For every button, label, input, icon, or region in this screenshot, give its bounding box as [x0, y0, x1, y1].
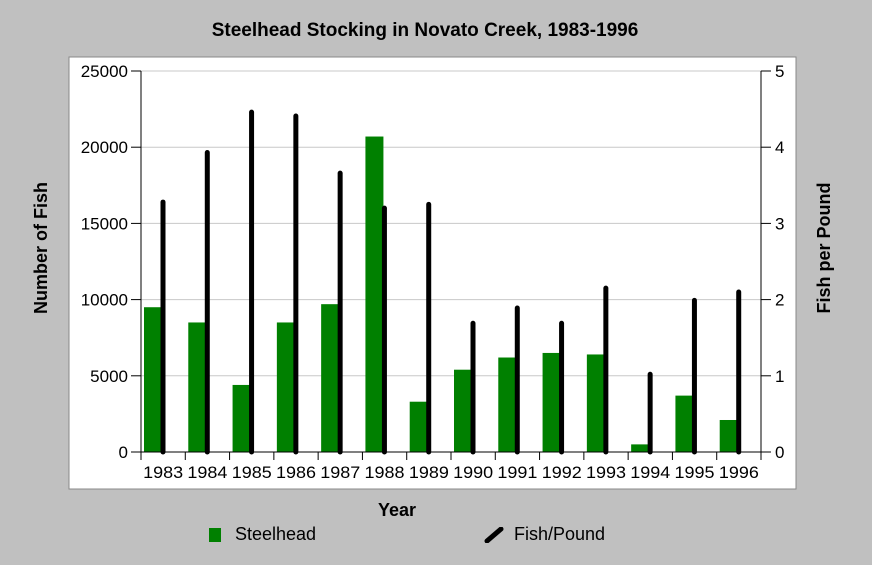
y-right-tick-label: 5: [775, 62, 784, 81]
y-left-tick-label: 10000: [81, 291, 128, 310]
bar-steelhead-1995: [675, 395, 694, 452]
y-right-tick-label: 4: [775, 138, 784, 157]
bar-steelhead-1984: [188, 322, 207, 452]
bar-steelhead-1992: [542, 352, 561, 452]
x-axis-label: Year: [378, 500, 416, 520]
chart-title: Steelhead Stocking in Novato Creek, 1983…: [211, 20, 639, 41]
y-right-tick-label: 0: [775, 443, 784, 462]
bar-steelhead-1994: [631, 444, 650, 452]
y-right-tick-label: 2: [775, 291, 784, 310]
x-tick-label: 1995: [675, 463, 715, 482]
x-tick-label: 1984: [187, 463, 227, 482]
y-left-tick-label: 25000: [81, 62, 128, 81]
bar-steelhead-1988: [365, 136, 384, 453]
y-left-tick-label: 20000: [81, 138, 128, 157]
bar-steelhead-1996: [719, 419, 738, 452]
x-tick-label: 1988: [365, 463, 405, 482]
steelhead-swatch: [209, 527, 221, 542]
x-tick-label: 1987: [320, 463, 360, 482]
bar-steelhead-1991: [498, 357, 517, 452]
bar-steelhead-1989: [409, 401, 428, 452]
legend-fishpound: Fish/Pound: [484, 524, 605, 545]
x-tick-label: 1985: [232, 463, 272, 482]
legend-steelhead: Steelhead: [209, 524, 316, 545]
y-left-tick-label: 0: [119, 443, 128, 462]
fishpound-marks: [160, 109, 742, 455]
y-axis-right-label: Fish per Pound: [814, 182, 834, 313]
bar-steelhead-1993: [586, 354, 605, 452]
steelhead-bars: [144, 136, 738, 453]
axes: [131, 70, 771, 460]
y-left-tick-label: 5000: [90, 367, 128, 386]
x-tick-label: 1996: [719, 463, 759, 482]
bar-steelhead-1983: [144, 307, 162, 452]
x-tick-label: 1983: [143, 463, 183, 482]
x-tick-label: 1994: [630, 463, 670, 482]
legend-fishpound-label: Fish/Pound: [514, 524, 606, 544]
bar-steelhead-1987: [321, 304, 340, 452]
x-tick-label: 1991: [497, 463, 537, 482]
x-tick-label: 1990: [453, 463, 493, 482]
y-left-tick-label: 15000: [81, 214, 128, 233]
legend-steelhead-label: Steelhead: [235, 524, 317, 544]
gridlines: [141, 70, 761, 377]
x-tick-label: 1992: [542, 463, 582, 482]
y-axis-left-label: Number of Fish: [31, 182, 51, 314]
fishpound-swatch: [484, 526, 504, 543]
x-tick-label: 1993: [586, 463, 626, 482]
x-tick-label: 1989: [409, 463, 449, 482]
tick-labels: 0 5000 10000 15000 20000 25000 0 1 2 3 4 5 1983 1984 1…: [81, 62, 785, 482]
x-tick-label: 1986: [276, 463, 316, 482]
y-right-tick-label: 3: [775, 214, 784, 233]
y-right-tick-label: 1: [775, 367, 784, 386]
bar-steelhead-1986: [276, 322, 295, 452]
bar-steelhead-1985: [232, 384, 251, 452]
bar-steelhead-1990: [454, 369, 472, 452]
